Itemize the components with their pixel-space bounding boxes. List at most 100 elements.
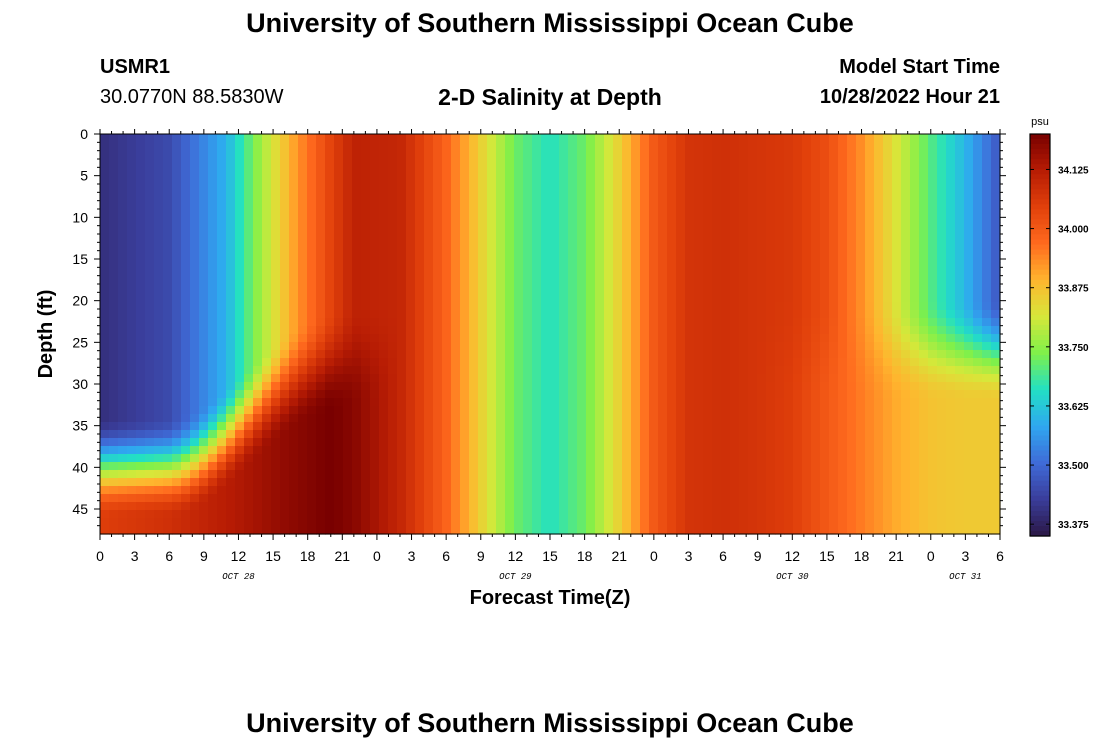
heatmap-cell	[820, 326, 830, 335]
heatmap-cell	[388, 470, 398, 479]
heatmap-cell	[892, 182, 902, 191]
heatmap-cell	[586, 350, 596, 359]
heatmap-cell	[838, 326, 848, 335]
heatmap-cell	[613, 142, 623, 151]
heatmap-cell	[613, 502, 623, 511]
heatmap-cell	[649, 478, 659, 487]
heatmap-cell	[298, 198, 308, 207]
heatmap-cell	[433, 422, 443, 431]
heatmap-cell	[424, 262, 434, 271]
heatmap-cell	[361, 238, 371, 247]
heatmap-cell	[388, 486, 398, 495]
heatmap-cell	[577, 214, 587, 223]
heatmap-cell	[298, 318, 308, 327]
heatmap-cell	[757, 398, 767, 407]
heatmap-cell	[532, 214, 542, 223]
heatmap-cell	[865, 462, 875, 471]
heatmap-cell	[487, 422, 497, 431]
heatmap-cell	[397, 214, 407, 223]
heatmap-cell	[100, 190, 110, 199]
heatmap-cell	[172, 342, 182, 351]
heatmap-cell	[919, 254, 929, 263]
heatmap-cell	[604, 398, 614, 407]
heatmap-cell	[289, 222, 299, 231]
heatmap-cell	[451, 454, 461, 463]
heatmap-cell	[901, 286, 911, 295]
heatmap-cell	[586, 334, 596, 343]
heatmap-cell	[829, 510, 839, 519]
heatmap-cell	[865, 454, 875, 463]
heatmap-cell	[460, 174, 470, 183]
heatmap-cell	[451, 310, 461, 319]
heatmap-cell	[874, 486, 884, 495]
heatmap-cell	[622, 214, 632, 223]
heatmap-cell	[379, 350, 389, 359]
heatmap-cell	[874, 134, 884, 143]
heatmap-cell	[892, 334, 902, 343]
heatmap-cell	[226, 294, 236, 303]
heatmap-cell	[154, 390, 164, 399]
heatmap-cell	[577, 398, 587, 407]
heatmap-cell	[703, 350, 713, 359]
heatmap-cell	[505, 150, 515, 159]
heatmap-cell	[721, 374, 731, 383]
heatmap-cell	[802, 454, 812, 463]
heatmap-cell	[307, 270, 317, 279]
heatmap-cell	[217, 526, 227, 535]
heatmap-cell	[964, 374, 974, 383]
heatmap-cell	[955, 470, 965, 479]
heatmap-cell	[361, 198, 371, 207]
heatmap-cell	[613, 198, 623, 207]
heatmap-cell	[217, 142, 227, 151]
heatmap-cell	[595, 318, 605, 327]
heatmap-cell	[991, 206, 1001, 215]
heatmap-cell	[847, 486, 857, 495]
heatmap-cell	[946, 134, 956, 143]
heatmap-cell	[775, 462, 785, 471]
heatmap-cell	[910, 246, 920, 255]
heatmap-cell	[928, 214, 938, 223]
heatmap-cell	[415, 214, 425, 223]
heatmap-cell	[226, 358, 236, 367]
heatmap-cell	[613, 486, 623, 495]
heatmap-cell	[766, 358, 776, 367]
heatmap-cell	[748, 150, 758, 159]
heatmap-cell	[343, 142, 353, 151]
heatmap-cell	[586, 494, 596, 503]
heatmap-cell	[856, 270, 866, 279]
heatmap-cell	[361, 446, 371, 455]
heatmap-cell	[460, 430, 470, 439]
heatmap-cell	[730, 214, 740, 223]
heatmap-cell	[901, 358, 911, 367]
heatmap-cell	[631, 518, 641, 527]
heatmap-cell	[541, 454, 551, 463]
heatmap-cell	[694, 286, 704, 295]
heatmap-cell	[442, 438, 452, 447]
heatmap-cell	[703, 206, 713, 215]
heatmap-cell	[892, 230, 902, 239]
heatmap-cell	[532, 422, 542, 431]
heatmap-cell	[910, 358, 920, 367]
heatmap-cell	[766, 502, 776, 511]
heatmap-cell	[748, 310, 758, 319]
heatmap-cell	[469, 230, 479, 239]
heatmap-cell	[370, 414, 380, 423]
heatmap-cell	[523, 142, 533, 151]
heatmap-cell	[487, 358, 497, 367]
heatmap-cell	[496, 422, 506, 431]
heatmap-cell	[991, 366, 1001, 375]
heatmap-cell	[181, 382, 191, 391]
heatmap-cell	[523, 206, 533, 215]
heatmap-cell	[487, 206, 497, 215]
heatmap-cell	[100, 198, 110, 207]
heatmap-cell	[154, 422, 164, 431]
heatmap-cell	[784, 454, 794, 463]
heatmap-cell	[829, 446, 839, 455]
heatmap-cell	[424, 190, 434, 199]
heatmap-cell	[757, 318, 767, 327]
heatmap-cell	[244, 350, 254, 359]
heatmap-cell	[118, 342, 128, 351]
heatmap-cell	[703, 142, 713, 151]
heatmap-cell	[343, 222, 353, 231]
heatmap-cell	[838, 486, 848, 495]
